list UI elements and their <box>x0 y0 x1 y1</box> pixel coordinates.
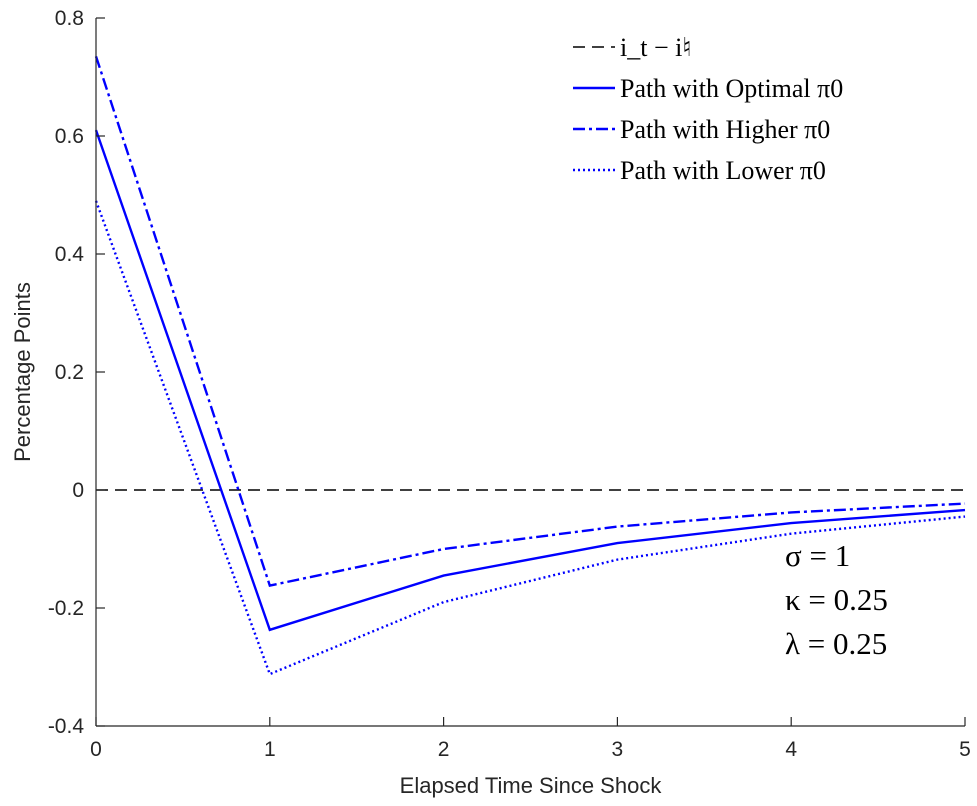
y-axis-label: Percentage Points <box>10 282 35 462</box>
y-tick-label: 0 <box>72 479 84 502</box>
plot-area <box>96 18 965 726</box>
plot-background <box>96 18 965 726</box>
series-layer <box>94 55 966 676</box>
series-line-3 <box>94 55 966 587</box>
series-line-4 <box>94 200 966 676</box>
x-tick-label: 5 <box>959 738 971 761</box>
series-line-2 <box>94 129 966 632</box>
x-tick-label: 2 <box>438 738 450 761</box>
y-tick-label: 0.6 <box>55 125 84 148</box>
ticks-layer: 0 1 2 3 4 5 -0.4 -0.2 0 0.2 0.4 0.6 0.8 <box>48 7 971 761</box>
annotation-2: κ = 0.25 <box>785 582 888 617</box>
x-tick-label: 0 <box>90 738 102 761</box>
y-tick-label: 0.8 <box>55 7 84 30</box>
legend: i_t − i♮ Path with Optimal π0 Path with Hi… <box>573 33 843 185</box>
y-tick-label: -0.4 <box>48 715 85 738</box>
annotations: σ = 1 κ = 0.25 λ = 0.25 <box>785 538 888 661</box>
annotation-3: λ = 0.25 <box>785 626 887 661</box>
legend-label-3: Path with Higher π0 <box>620 115 830 144</box>
y-tick-label: 0.2 <box>55 361 84 384</box>
legend-label-4: Path with Lower π0 <box>620 156 826 185</box>
x-tick-label: 3 <box>612 738 624 761</box>
legend-label-2: Path with Optimal π0 <box>620 74 843 103</box>
x-tick-label: 4 <box>785 738 797 761</box>
x-axis-label: Elapsed Time Since Shock <box>400 773 663 798</box>
x-tick-label: 1 <box>264 738 276 761</box>
annotation-1: σ = 1 <box>785 538 850 573</box>
legend-label-1: i_t − i♮ <box>620 33 692 62</box>
y-tick-label: -0.2 <box>48 597 84 620</box>
y-tick-label: 0.4 <box>55 243 85 266</box>
